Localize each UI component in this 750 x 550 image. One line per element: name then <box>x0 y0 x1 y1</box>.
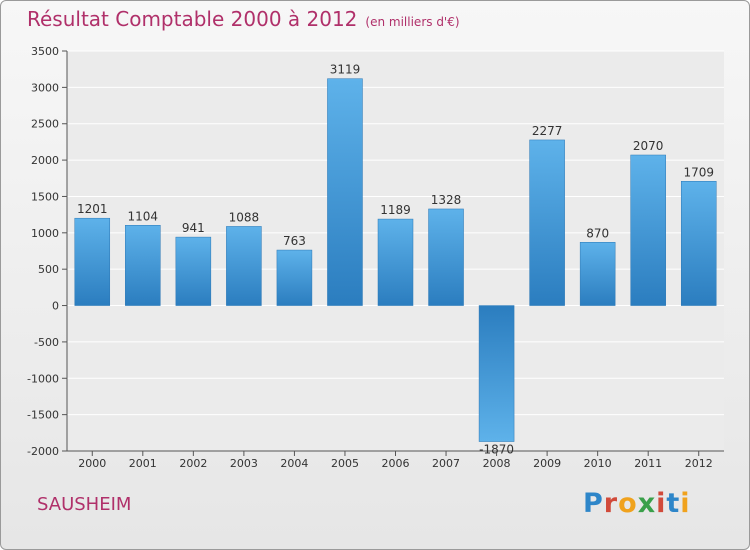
bar <box>327 78 363 306</box>
y-tick-label: -1000 <box>27 372 59 385</box>
x-tick-label: 2012 <box>685 457 713 470</box>
data-label: 1709 <box>683 165 714 179</box>
chart-subtitle: (en milliers d'€) <box>365 15 460 29</box>
y-tick-label: 2500 <box>31 118 59 131</box>
data-label: 1189 <box>380 203 411 217</box>
data-label: 1104 <box>128 209 159 223</box>
logo-letter: x <box>637 488 657 519</box>
x-tick-label: 2011 <box>634 457 662 470</box>
logo-letter: r <box>603 488 619 519</box>
town-name: SAUSHEIM <box>37 494 132 515</box>
bar <box>680 181 717 306</box>
x-tick-label: 2004 <box>280 457 308 470</box>
x-tick-label: 2006 <box>382 457 410 470</box>
y-tick-label: -2000 <box>27 445 59 458</box>
y-tick-label: 1500 <box>31 190 59 203</box>
logo-letter: i <box>656 488 667 519</box>
data-label: 1088 <box>229 210 260 224</box>
y-tick-label: -500 <box>34 336 59 349</box>
logo-letter: i <box>680 488 691 519</box>
data-label: 1201 <box>77 202 108 216</box>
bar <box>125 225 161 306</box>
logo-letter: o <box>618 488 638 519</box>
bar <box>428 208 464 306</box>
proxiti-logo: Proxiti <box>583 488 691 519</box>
x-tick-label: 2010 <box>584 457 612 470</box>
x-tick-label: 2000 <box>78 457 106 470</box>
data-label: 2277 <box>532 124 563 138</box>
data-label: -1870 <box>479 443 514 457</box>
bar <box>276 249 313 306</box>
x-tick-label: 2002 <box>179 457 207 470</box>
chart-title: Résultat Comptable 2000 à 2012 (en millie… <box>27 7 460 31</box>
x-tick-label: 2007 <box>432 457 460 470</box>
y-tick-label: 1000 <box>31 227 59 240</box>
y-tick-label: 2000 <box>31 154 59 167</box>
logo-letter: t <box>666 488 681 519</box>
x-tick-label: 2008 <box>483 457 511 470</box>
bar <box>377 218 414 306</box>
bar <box>74 217 111 306</box>
title-main: Résultat Comptable 2000 à 2012 <box>27 7 358 31</box>
data-label: 3119 <box>330 63 361 77</box>
x-tick-label: 2001 <box>129 457 157 470</box>
y-tick-label: 3000 <box>31 81 59 94</box>
data-label: 870 <box>586 226 609 240</box>
bar <box>630 154 666 306</box>
y-tick-label: 3500 <box>31 45 59 58</box>
bar <box>175 236 212 306</box>
bar <box>579 242 616 306</box>
bar <box>529 139 565 306</box>
y-tick-label: -1500 <box>27 409 59 422</box>
bar <box>478 305 515 442</box>
data-label: 763 <box>283 234 306 248</box>
data-label: 941 <box>182 221 205 235</box>
x-tick-label: 2003 <box>230 457 258 470</box>
y-tick-label: 500 <box>38 263 59 276</box>
bar <box>226 226 262 306</box>
data-label: 1328 <box>431 193 462 207</box>
x-tick-label: 2005 <box>331 457 359 470</box>
y-tick-label: 0 <box>52 300 59 313</box>
logo-letter: P <box>583 488 604 519</box>
data-label: 2070 <box>633 139 664 153</box>
x-tick-label: 2009 <box>533 457 561 470</box>
